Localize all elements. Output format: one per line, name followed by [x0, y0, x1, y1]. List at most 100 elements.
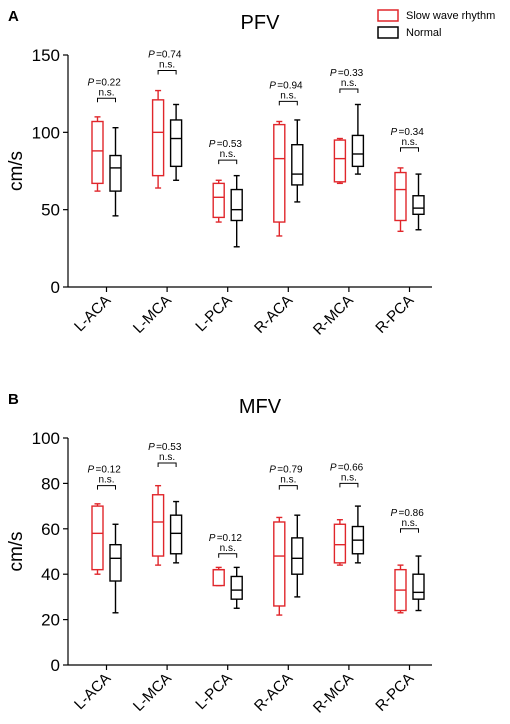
p-value: =0.12 — [217, 533, 243, 544]
significance-label: n.s. — [159, 452, 175, 463]
box — [291, 144, 304, 186]
comparison-annotation: n.s. P =0.53 — [209, 139, 243, 165]
significance-bracket — [97, 97, 116, 103]
box — [109, 154, 122, 192]
comparison-annotation: n.s. P =0.94 — [269, 80, 303, 106]
p-value: =0.53 — [217, 139, 243, 150]
box — [169, 514, 183, 555]
significance-label: n.s. — [98, 475, 114, 486]
box — [412, 195, 425, 216]
series-slow-wave — [91, 484, 407, 616]
y-tick-label: 100 — [32, 123, 60, 142]
box — [109, 543, 122, 582]
y-axis-label: cm/s — [6, 531, 27, 571]
significance-label: n.s. — [341, 472, 357, 483]
p-value: =0.22 — [96, 77, 122, 88]
x-tick-label: R-ACA — [251, 292, 296, 337]
box — [394, 171, 407, 222]
p-value: =0.74 — [156, 49, 182, 60]
significance-label: n.s. — [220, 149, 236, 160]
x-tick-label: L-ACA — [71, 670, 114, 713]
p-value: =0.33 — [338, 68, 364, 79]
x-tick-label: R-ACA — [251, 670, 296, 715]
y-tick-label: 40 — [41, 565, 60, 584]
significance-bracket — [339, 482, 359, 488]
panel-pfv: A PFV cm/s 0 50 100 150 L-ACA L-MCA L-PCA R-ACA R-M… — [6, 8, 432, 339]
y-axis-label: cm/s — [6, 151, 27, 191]
x-tick-label: R-MCA — [310, 292, 357, 339]
box — [230, 188, 243, 222]
p-value: =0.12 — [96, 465, 122, 476]
x-tick-label: R-MCA — [310, 670, 357, 717]
box — [412, 573, 425, 600]
box — [91, 505, 104, 571]
comparison-annotation: n.s. P =0.66 — [330, 462, 364, 488]
comparison-annotation: n.s.P =0.12 — [88, 465, 122, 490]
chart-title: PFV — [241, 12, 281, 34]
box — [91, 120, 104, 185]
p-label: P — [330, 68, 337, 79]
comparison-annotation: n.s. P =0.12 — [209, 533, 243, 558]
box — [351, 134, 365, 168]
x-tick-label: L-MCA — [130, 670, 175, 715]
box — [230, 575, 243, 600]
series-normal — [109, 500, 425, 614]
significance-bracket — [278, 485, 298, 490]
legend-swatch-normal — [377, 26, 399, 39]
y-tick-label: 20 — [41, 611, 60, 630]
series-normal — [109, 103, 425, 248]
box — [212, 182, 225, 219]
p-value: =0.94 — [277, 80, 303, 91]
p-label: P — [269, 465, 276, 476]
box — [273, 521, 286, 607]
comparison-annotation: n.s.P =0.22 — [88, 77, 122, 103]
comparison-annotation: n.s.P =0.86 — [391, 508, 425, 533]
legend-label-slow-wave: Slow wave rhythm — [406, 10, 495, 22]
comparison-annotation: n.s. P =0.74 — [148, 49, 182, 75]
significance-bracket — [218, 159, 238, 165]
x-tick-label: R-PCA — [372, 670, 417, 715]
x-tick-label: L-ACA — [71, 292, 114, 335]
panel-label: A — [8, 8, 19, 25]
y-tick-label: 150 — [32, 46, 60, 65]
y-tick-label: 0 — [51, 656, 60, 675]
panel-mfv: B MFV cm/s 0 20 40 60 80 100 L-ACA L-MCA L-PCA R-ACA… — [6, 391, 432, 717]
significance-bracket — [157, 462, 177, 467]
significance-bracket — [97, 485, 116, 490]
significance-bracket — [157, 69, 177, 75]
box — [333, 523, 347, 564]
significance-bracket — [400, 528, 419, 533]
significance-label: n.s. — [159, 59, 175, 70]
p-label: P — [391, 508, 398, 519]
chart-title: MFV — [239, 396, 282, 418]
significance-label: n.s. — [401, 518, 417, 529]
legend-label-normal: Normal — [406, 27, 441, 39]
panel-label: B — [8, 391, 19, 408]
significance-label: n.s. — [98, 87, 114, 98]
significance-label: n.s. — [280, 475, 296, 486]
y-tick-label: 50 — [41, 201, 60, 220]
legend-swatch-slow-wave — [377, 9, 399, 22]
box — [151, 494, 165, 557]
box — [212, 568, 225, 587]
significance-label: n.s. — [401, 137, 417, 148]
x-tick-label: L-PCA — [192, 292, 235, 335]
box — [169, 119, 183, 168]
significance-label: n.s. — [280, 90, 296, 101]
box — [151, 99, 165, 177]
p-value: =0.34 — [399, 127, 425, 138]
legend: Slow wave rhythm Normal — [377, 9, 495, 39]
significance-label: n.s. — [220, 543, 236, 554]
x-tick-label: R-PCA — [372, 292, 417, 337]
p-label: P — [88, 465, 95, 476]
series-slow-wave — [91, 89, 407, 237]
p-label: P — [209, 533, 216, 544]
p-label: P — [269, 80, 276, 91]
box — [333, 139, 347, 183]
y-tick-label: 80 — [41, 474, 60, 493]
p-value: =0.86 — [399, 508, 425, 519]
comparison-annotation: n.s. P =0.79 — [269, 465, 303, 490]
significance-bracket — [339, 88, 359, 94]
y-tick-label: 0 — [51, 278, 60, 297]
